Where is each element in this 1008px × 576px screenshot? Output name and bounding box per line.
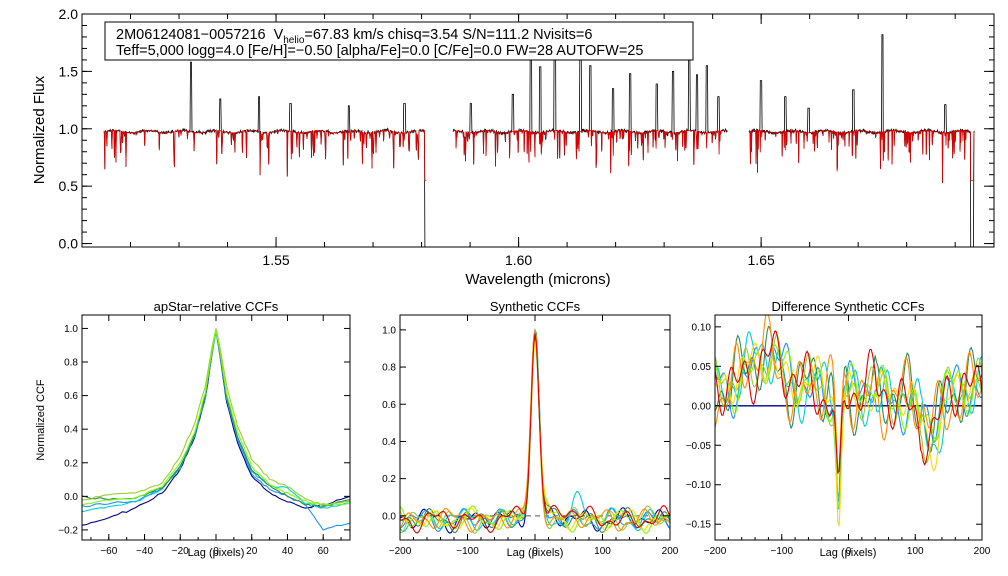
difference-ytick-label: 0.05 [692,362,712,373]
synthetic-ccf-line-6 [399,340,671,535]
synthetic-ccf-line-1 [399,333,671,534]
spectrum-ytick-label: 0.0 [59,236,79,252]
apstar-xtick-label: 60 [318,546,330,557]
synthetic-ccf-line-5 [399,329,671,534]
vhelio-label: V [274,27,284,43]
synthetic-ytick-label: 0.0 [382,511,396,522]
apstar-ccf-line-5 [81,328,351,505]
apstar-xtick-label: 40 [282,546,294,557]
spectrum-xtick-label: 1.60 [505,252,532,268]
synthetic-ytick-label: 0.6 [382,400,396,411]
annotation-box [104,21,694,61]
spectrum-xtick-label: 1.55 [262,252,289,268]
synthetic-xtick-label: 100 [594,546,611,557]
spectrum-ytick-label: 1.5 [59,63,79,79]
apstar-ccf-line-6 [81,329,351,506]
apstar-ytick-label: 0.8 [64,358,78,369]
difference-ytick-label: −0.10 [686,480,712,491]
difference-xtick-label: 0 [846,546,852,557]
apstar-xtick-label: −20 [172,546,189,557]
observed-spectrum-chip-1 [103,61,427,248]
spectrum-ytick-label: 0.5 [59,178,79,194]
synthetic-ccf-line-4 [399,335,671,534]
difference-ytick-label: 0.10 [692,322,712,333]
difference-ccf-panel: Difference Synthetic CCFs −200 −100 0 100 20… [686,299,991,559]
synthetic-xtick-label: 200 [662,546,679,557]
synthetic-xtick-label: −100 [456,546,479,557]
apstar-ytick-label: 1.0 [64,324,78,335]
apstar-ccf-frame [81,314,351,541]
spectrum-ytick-label: 2.0 [59,6,79,22]
difference-ytick-label: −0.15 [686,520,712,531]
synthetic-ccf-frame [399,314,671,541]
synthetic-ccf-x-label: Lag (pixels) [507,547,564,559]
synthetic-ccf-title: Synthetic CCFs [490,299,581,314]
synthetic-spectrum-chip-3 [749,129,975,183]
apstar-ytick-label: 0.4 [64,425,78,436]
annotation-line-2: Teff=5,000 logg=4.0 [Fe/H]=−0.50 [alpha/… [116,43,643,59]
apstar-ytick-label: 0.6 [64,391,78,402]
synthetic-ccf-line-8 [399,329,671,533]
synthetic-spectrum-chip-2 [453,129,728,173]
observed-spectrum-chip-3 [748,34,975,248]
spectrum-x-label: Wavelength (microns) [465,271,610,288]
difference-xtick-label: 200 [974,546,991,557]
synthetic-xtick-label: −200 [389,546,412,557]
difference-xtick-label: −100 [770,546,793,557]
apstar-ccf-y-label: Normalized CCF [35,379,47,461]
vhelio-subscript: helio [283,35,305,46]
difference-ccf-x-label: Lag (pixels) [820,547,877,559]
apstar-ccf-title: apStar−relative CCFs [154,299,279,314]
difference-ytick-label: 0.00 [692,401,712,412]
apstar-xtick-label: −40 [136,546,153,557]
spectrum-xtick-label: 1.65 [748,252,775,268]
synthetic-ccf-line-9 [399,333,671,534]
difference-ccf-line-4 [714,333,983,474]
spectrum-ytick-label: 1.0 [59,121,79,137]
difference-ccf-line-3 [714,325,983,510]
apstar-ccf-line-1 [81,330,351,526]
synthetic-ytick-label: 1.0 [382,325,396,336]
annotation-line-1: 2M06124081−0057216 Vhelio=67.83 km/s chis… [116,27,592,46]
annotation-stats: =67.83 km/s chisq=3.54 S/N=111.2 Nvisits… [304,27,592,43]
synthetic-ccf-line-3 [399,329,671,533]
apstar-xtick-label: 0 [213,546,219,557]
synthetic-ytick-label: 0.8 [382,363,396,374]
difference-ccf-title: Difference Synthetic CCFs [772,299,925,314]
apstar-ccf-line-3 [81,330,351,513]
difference-ccf-line-6 [714,342,983,527]
spectrum-frame [81,13,995,248]
synthetic-ccf-panel: Synthetic CCFs −200 −100 0 100 200 0.0 0.2 0.4 0… [382,299,679,559]
difference-xtick-label: −200 [704,546,727,557]
synthetic-ytick-label: 0.2 [382,474,396,485]
spectrum-panel: 1.55 1.60 1.65 0.0 0.5 1.0 1.5 2.0 2M06124081−0… [31,6,995,288]
apstar-xtick-label: 20 [246,546,258,557]
synthetic-xtick-label: 0 [532,546,538,557]
star-id: 2M06124081−0057216 [116,27,266,43]
synthetic-ccf-line-7 [399,341,671,532]
apstar-ccf-x-label: Lag (pixels) [188,547,245,559]
apstar-ccf-panel: apStar−relative CCFs −60 −40 −20 0 20 40 60 −0.… [35,299,351,559]
difference-ytick-label: −0.05 [686,441,712,452]
synthetic-ccf-line-2 [399,327,671,532]
spectrum-y-label: Normalized Flux [31,75,48,184]
difference-ccf-line-8 [714,330,983,475]
apstar-ytick-label: 0.0 [64,492,78,503]
apstar-ccf-line-4 [81,329,351,508]
apstar-ytick-label: −0.2 [58,525,78,536]
apstar-ytick-label: 0.2 [64,458,78,469]
synthetic-ytick-label: 0.4 [382,437,396,448]
synthetic-spectrum-chip-1 [103,129,427,181]
difference-xtick-label: 100 [907,546,924,557]
apstar-xtick-label: −60 [100,546,117,557]
